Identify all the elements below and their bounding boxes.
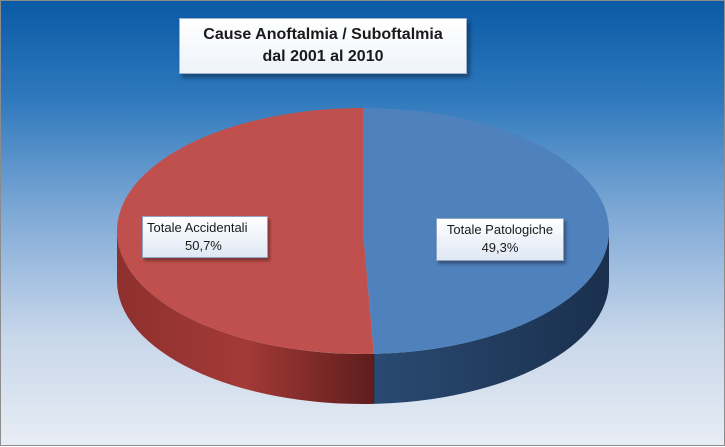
chart-title-line-1: Cause Anoftalmia / Suboftalmia bbox=[203, 26, 443, 43]
pie-slice-accidentali-side bbox=[117, 231, 374, 404]
chart-title: Cause Anoftalmia / Suboftalmia dal 2001 … bbox=[179, 18, 467, 74]
data-label-accidentali-value: 50,7% bbox=[185, 238, 222, 253]
chart-title-line-2: dal 2001 al 2010 bbox=[262, 48, 384, 65]
pie-slice-patologiche-side bbox=[373, 231, 609, 404]
data-label-accidentali-name: Totale Accidentali bbox=[147, 220, 248, 235]
data-label-accidentali: Totale Accidentali 50,7% bbox=[142, 216, 268, 258]
data-label-patologiche-name: Totale Patologiche bbox=[446, 222, 554, 237]
data-label-patologiche: Totale Patologiche 49,3% bbox=[436, 218, 564, 261]
data-label-patologiche-value: 49,3% bbox=[481, 240, 519, 255]
